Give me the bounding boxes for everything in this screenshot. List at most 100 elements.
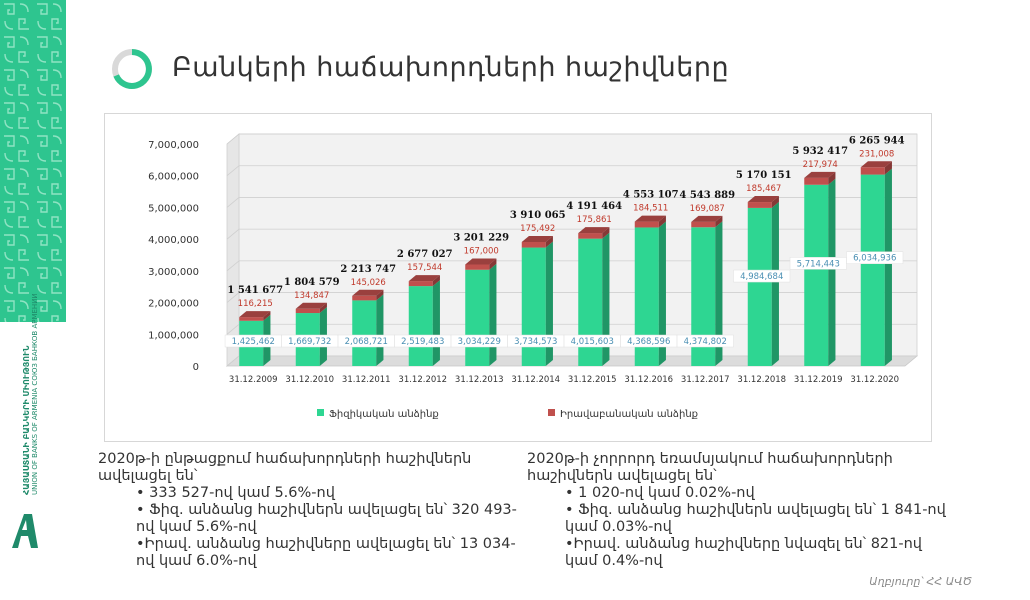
bar-legal-side [432,275,440,287]
bar-top [352,289,384,296]
bar-legal-side [884,161,892,175]
bar-legal [860,167,885,175]
bar-legal [634,221,659,228]
bar-individuals [408,286,433,366]
total-value-label: 2 677 027 [397,249,453,260]
bar-top [804,171,836,178]
y-tick-label: 6,000,000 [148,172,199,183]
bar-top [408,275,440,282]
bar-legal [408,281,433,287]
right-bullet-3: •Իրավ. անձանց հաշիվները նվազել են՝ 821-ո… [565,536,922,569]
individuals-value-label: 1,425,462 [232,337,275,347]
x-tick-label: 31.12.2015 [568,375,617,385]
legal-value-label: 217,974 [803,160,838,170]
x-tick-label: 31.12.2009 [229,375,278,385]
bar-top [465,258,497,265]
individuals-value-box [676,334,734,348]
left-bullet-3: •Իրավ. անձանց հաշիվները ավելացել են՝ 13 … [136,536,516,569]
bar-individuals [465,269,490,366]
y-tick-label: 0 [193,362,199,373]
individuals-value-label: 1,669,732 [288,337,331,347]
total-value-label: 6 265 944 [849,135,905,146]
left-bullet-2: • Ֆիզ. անձանց հաշիվներն ավելացել են՝ 320… [136,502,517,535]
total-value-label: 5 932 417 [792,146,848,157]
individuals-value-label: 4,015,603 [571,337,614,347]
gridline [226,323,917,335]
bar-individuals [860,174,885,366]
legal-value-label: 175,492 [520,224,555,234]
gridline [226,197,917,208]
bar-individuals-side [602,232,610,366]
x-tick-label: 31.12.2013 [455,375,504,385]
bar-individuals-side [376,294,384,366]
bar-individuals [804,184,829,366]
bar-individuals [521,247,546,366]
x-tick-label: 31.12.2016 [624,375,673,385]
total-value-label: 4 553 107 [623,190,679,201]
gridline [226,292,917,303]
y-tick-label: 2,000,000 [148,299,199,310]
right-bullet-2: • Ֆիզ. անձանց հաշիվներն ավելացել են՝ 1 8… [565,502,946,535]
logo-text-line2: UNION OF BANKS OF ARMENIA СОЮЗ БАНКОВ АР… [31,293,39,495]
legend-label-legal: Իրավաբանական անձինք [560,409,698,420]
bar-individuals [352,300,377,366]
legal-value-label: 184,511 [633,204,668,214]
bar-legal [239,317,264,321]
bar-legal-side [489,258,497,270]
legend-swatch-legal [548,409,555,416]
y-tick-label: 4,000,000 [148,235,199,246]
bar-individuals-side [715,221,723,366]
legal-value-label: 116,215 [238,299,273,309]
logo-area [0,322,66,600]
right-bullet-1: • 1 020-ով կամ 0.02%-ով [565,485,755,501]
legend-swatch-individuals [317,409,324,416]
bar-top [634,215,666,222]
bar-legal-side [658,215,666,228]
bar-individuals-side [884,168,892,366]
right-summary-bullets: • 1 020-ով կամ 0.02%-ով • Ֆիզ. անձանց հա… [565,485,947,570]
total-value-label: 2 213 747 [340,264,396,275]
individuals-value-label: 4,368,596 [627,337,670,347]
legal-value-label: 185,467 [746,184,781,194]
gridline [226,260,917,272]
bar-top [239,311,271,318]
right-summary-intro: 2020թ-ի չորրորդ եռամսյակում հաճախորդների… [527,451,893,484]
bar-legal [691,221,716,228]
x-tick-label: 31.12.2018 [737,375,786,385]
bar-legal [521,241,546,248]
legal-value-label: 134,847 [294,291,329,301]
accounts-bar-chart: 0 1,000,000 2,000,000 3,000,000 4,000,000 5,0… [148,133,919,420]
bar-top [521,235,553,242]
bar-legal-side [715,215,723,228]
bar-individuals-side [828,178,836,366]
individuals-value-label: 6,034,936 [853,254,896,264]
chart-container: 0 1,000,000 2,000,000 3,000,000 4,000,000 5,0… [104,113,932,442]
x-tick-label: 31.12.2020 [850,375,899,385]
source-footer: Աղբյուրը՝ ՀՀ ԱՎԾ [869,575,972,588]
x-tick-label: 31.12.2019 [794,375,843,385]
gridline [226,133,917,145]
bar-legal [295,308,320,314]
x-tick-label: 31.12.2014 [511,375,560,385]
legend-label-individuals: Ֆիզիկական անձինք [329,409,439,420]
y-tick-label: 5,000,000 [148,203,199,214]
left-bullet-1: • 333 527-ով կամ 5.6%-ով [136,485,335,501]
individuals-value-label: 3,734,573 [514,337,557,347]
bar-top [747,196,779,203]
legal-value-label: 175,861 [577,215,612,225]
x-tick-label: 31.12.2012 [398,375,447,385]
individuals-value-label: 2,068,721 [345,337,388,347]
total-value-label: 3 201 229 [453,232,509,243]
left-summary-bullets: • 333 527-ով կամ 5.6%-ով • Ֆիզ. անձանց հ… [136,485,518,570]
left-summary: 2020թ-ի ընթացքում հաճախորդների հաշիվներն… [98,451,518,570]
total-value-label: 5 170 151 [736,170,792,181]
bar-legal [465,264,490,270]
gridline [226,165,917,177]
bar-individuals [747,207,772,366]
left-summary-intro: 2020թ-ի ընթացքում հաճախորդների հաշիվներն… [98,451,472,484]
y-tick-label: 3,000,000 [148,267,199,278]
x-tick-label: 31.12.2011 [342,375,391,385]
bar-legal-side [828,171,836,185]
bar-legal-side [376,289,384,301]
bar-top [860,161,892,168]
